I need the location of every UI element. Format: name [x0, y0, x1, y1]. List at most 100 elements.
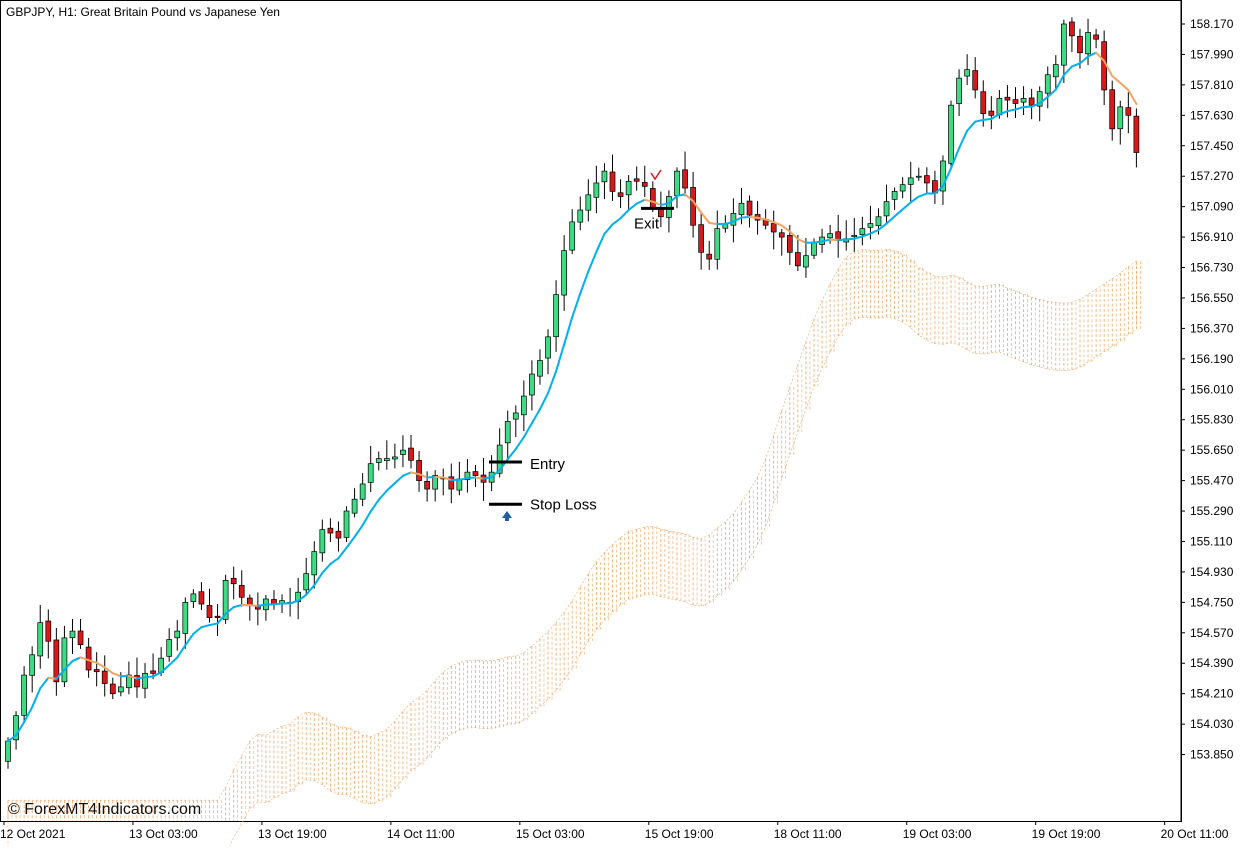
candle-body: [1021, 98, 1026, 102]
y-tick-label: 156.010: [1190, 382, 1234, 396]
ma-segment: [846, 239, 854, 240]
candle-body: [924, 176, 929, 183]
ma-segment: [484, 477, 492, 478]
candle-body: [707, 254, 712, 259]
candle-body: [30, 655, 35, 676]
candle-body: [199, 592, 204, 604]
y-tick-label: 157.090: [1190, 200, 1234, 214]
candle-body: [1069, 22, 1074, 36]
candle-body: [368, 464, 373, 483]
y-tick-label: 154.030: [1190, 717, 1234, 731]
candle-body: [852, 235, 857, 236]
x-tick-label: 15 Oct 19:00: [645, 827, 714, 841]
y-tick-label: 157.630: [1190, 108, 1234, 122]
candle-body: [521, 396, 526, 415]
candle-body: [231, 578, 236, 583]
watermark: © ForexMT4Indicators.com: [8, 801, 201, 818]
candle-body: [1086, 32, 1091, 53]
candle-body: [320, 530, 325, 553]
ma-segment: [475, 478, 483, 479]
ma-segment: [250, 605, 258, 606]
candle-body: [46, 621, 51, 641]
candle-body: [537, 361, 542, 377]
candle-body: [989, 111, 994, 115]
candle-body: [562, 251, 567, 295]
candle-body: [417, 460, 422, 480]
candle-body: [618, 193, 623, 197]
y-tick-label: 157.450: [1190, 139, 1234, 153]
candle-body: [6, 741, 11, 761]
candle-body: [570, 222, 575, 250]
candle-body: [739, 203, 744, 214]
ma-segment: [137, 677, 145, 678]
candle-body: [578, 210, 583, 222]
candle-body: [908, 178, 913, 185]
ma-segment: [750, 217, 758, 218]
candle-body: [787, 235, 792, 252]
ma-segment: [274, 604, 282, 605]
candle-body: [860, 229, 865, 235]
candle: [949, 101, 954, 169]
chart-title: GBPJPY, H1: Great Britain Pound vs Japan…: [6, 5, 280, 19]
candle-body: [900, 185, 905, 191]
y-tick-label: 158.170: [1190, 17, 1234, 31]
candle-body: [594, 183, 599, 197]
candle-body: [1118, 107, 1123, 129]
candle-body: [473, 472, 478, 476]
ma-segment: [983, 119, 991, 120]
candle-body: [884, 202, 889, 216]
y-tick-label: 157.990: [1190, 47, 1234, 61]
candle-body: [650, 188, 655, 208]
plot-frame: [1, 1, 1182, 822]
candle-body: [546, 337, 551, 358]
candle-body: [812, 242, 817, 255]
candle-body: [771, 224, 776, 232]
y-tick-label: 155.650: [1190, 443, 1234, 457]
candle-body: [70, 631, 75, 638]
candle-body: [409, 448, 414, 460]
candle-body: [691, 187, 696, 225]
candle-body: [312, 552, 317, 575]
ma-segment: [741, 217, 749, 218]
candle-body: [642, 182, 647, 186]
candle-body: [352, 499, 357, 513]
x-tick-label: 13 Oct 03:00: [129, 827, 198, 841]
y-tick-label: 155.110: [1190, 534, 1233, 548]
candle-body: [981, 92, 986, 114]
candle-body: [529, 374, 534, 395]
candle-body: [634, 179, 639, 181]
candle-body: [384, 459, 389, 461]
y-tick-label: 154.210: [1190, 687, 1234, 701]
y-tick-label: 156.730: [1190, 261, 1234, 275]
x-tick-label: 14 Oct 11:00: [387, 827, 455, 841]
candle-body: [392, 457, 397, 459]
candle: [344, 506, 349, 542]
candle-body: [610, 172, 615, 191]
candle-body: [513, 413, 518, 419]
y-tick-label: 156.550: [1190, 291, 1234, 305]
candle-body: [997, 98, 1002, 114]
y-tick-label: 154.930: [1190, 565, 1234, 579]
candle-body: [779, 233, 784, 237]
candle-body: [118, 687, 123, 692]
ma-segment: [709, 223, 717, 224]
stop-loss-label: Stop Loss: [530, 496, 597, 513]
candle-body: [1126, 108, 1131, 116]
y-axis: 158.170 157.990 157.810 157.630 157.450 157.2…: [1181, 1, 1234, 821]
candle-body: [916, 176, 921, 177]
candle-body: [626, 181, 631, 195]
candle-body: [554, 295, 559, 337]
y-tick-label: 155.470: [1190, 474, 1234, 488]
candle-body: [731, 213, 736, 225]
x-tick-label: 12 Oct 2021: [0, 827, 66, 841]
candle-body: [1134, 116, 1139, 152]
y-tick-label: 157.270: [1190, 169, 1234, 183]
candle-body: [1013, 100, 1018, 104]
candle-body: [674, 171, 679, 195]
y-tick-label: 157.810: [1190, 78, 1234, 92]
candle-body: [336, 531, 341, 538]
y-tick-label: 156.910: [1190, 230, 1234, 244]
